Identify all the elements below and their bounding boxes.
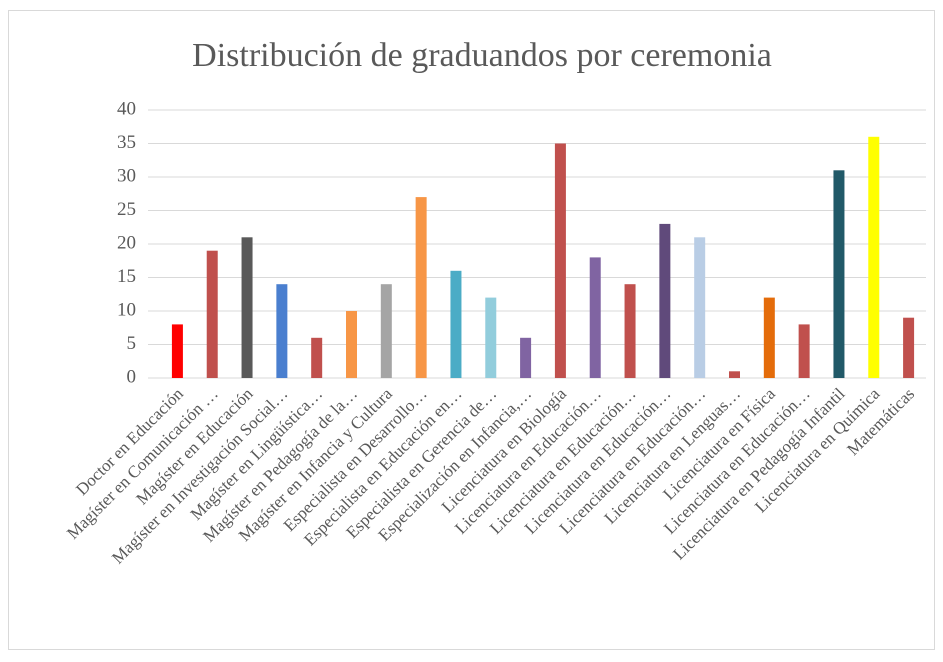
y-tick-label: 15	[117, 266, 136, 287]
y-tick-label: 30	[117, 165, 136, 186]
y-tick-label: 10	[117, 299, 136, 320]
y-tick-label: 0	[127, 366, 137, 387]
bar	[241, 237, 253, 378]
y-tick-label: 40	[117, 98, 136, 119]
bar	[763, 297, 775, 378]
bar	[276, 284, 288, 378]
bar	[659, 223, 671, 378]
bar	[798, 324, 810, 378]
bar	[589, 257, 601, 378]
y-tick-label: 25	[117, 199, 136, 220]
chart-border	[8, 10, 935, 650]
bar	[450, 270, 462, 378]
bar	[624, 284, 636, 378]
bar	[868, 136, 880, 378]
y-tick-label: 20	[117, 232, 136, 253]
y-tick-label: 35	[117, 132, 136, 153]
bar	[206, 250, 218, 378]
bar	[346, 311, 357, 378]
bar	[554, 143, 566, 378]
bar	[311, 337, 323, 378]
bar	[380, 284, 392, 378]
bar	[485, 297, 497, 378]
bar	[903, 317, 915, 378]
bar	[729, 371, 740, 378]
bar	[171, 324, 183, 378]
y-tick-label: 5	[127, 333, 137, 354]
bar	[694, 237, 706, 378]
bar	[415, 197, 427, 378]
bar	[833, 170, 845, 378]
bar	[520, 337, 532, 378]
chart-title: Distribución de graduandos por ceremonia	[192, 37, 772, 74]
